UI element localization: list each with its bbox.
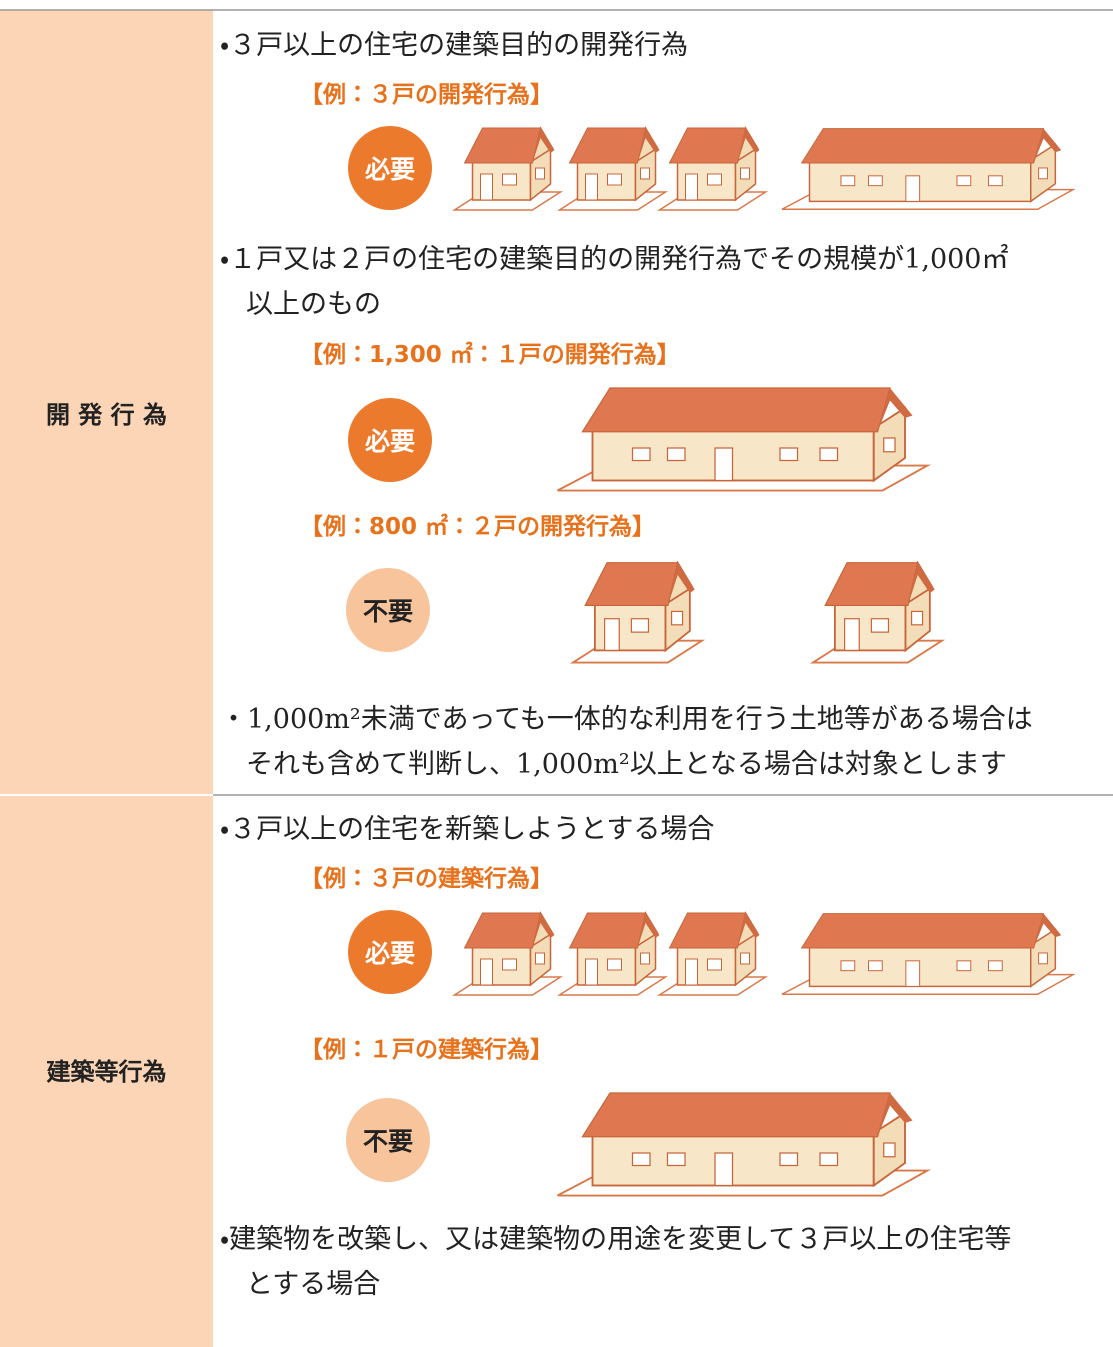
label-column <box>0 10 213 1347</box>
row-label: 建築等行為 <box>46 1058 167 1086</box>
note: ・1,000m²未満であっても一体的な利用を行う土地等がある場合は <box>220 704 1033 735</box>
badge: 不要 <box>346 568 430 652</box>
badge: 必要 <box>348 398 432 482</box>
house <box>556 386 929 492</box>
house-group <box>453 127 1074 211</box>
badge: 不要 <box>346 1098 430 1182</box>
house-group <box>571 561 944 665</box>
badge: 必要 <box>348 126 432 210</box>
house-group <box>453 912 1074 996</box>
example: 【例：800 ㎡：２戸の開発行為】 <box>300 514 656 540</box>
bullet: ・１戸又は２戸の住宅の建築目的の開発行為でその規模が1,000㎡ <box>220 244 1009 275</box>
bullet: ・３戸以上の住宅の建築目的の開発行為 <box>220 30 689 61</box>
example: 【例：３戸の建築行為】 <box>300 866 553 892</box>
example: 【例：1,300 ㎡：１戸の開発行為】 <box>300 342 680 368</box>
note: ・建築物を改築し、又は建築物の用途を変更して３戸以上の住宅等 <box>220 1224 1012 1255</box>
note: とする場合 <box>246 1269 381 1300</box>
note: それも含めて判断し、1,000m²以上となる場合は対象とします <box>246 749 1007 780</box>
bullet: ・３戸以上の住宅を新築しようとする場合 <box>220 814 715 845</box>
example: 【例：１戸の建築行為】 <box>300 1037 553 1063</box>
row-label: 開 発 行 為 <box>45 401 168 429</box>
badge: 必要 <box>348 910 432 994</box>
house <box>556 1091 929 1197</box>
bullet: 以上のもの <box>246 289 381 320</box>
example: 【例：３戸の開発行為】 <box>300 82 553 108</box>
